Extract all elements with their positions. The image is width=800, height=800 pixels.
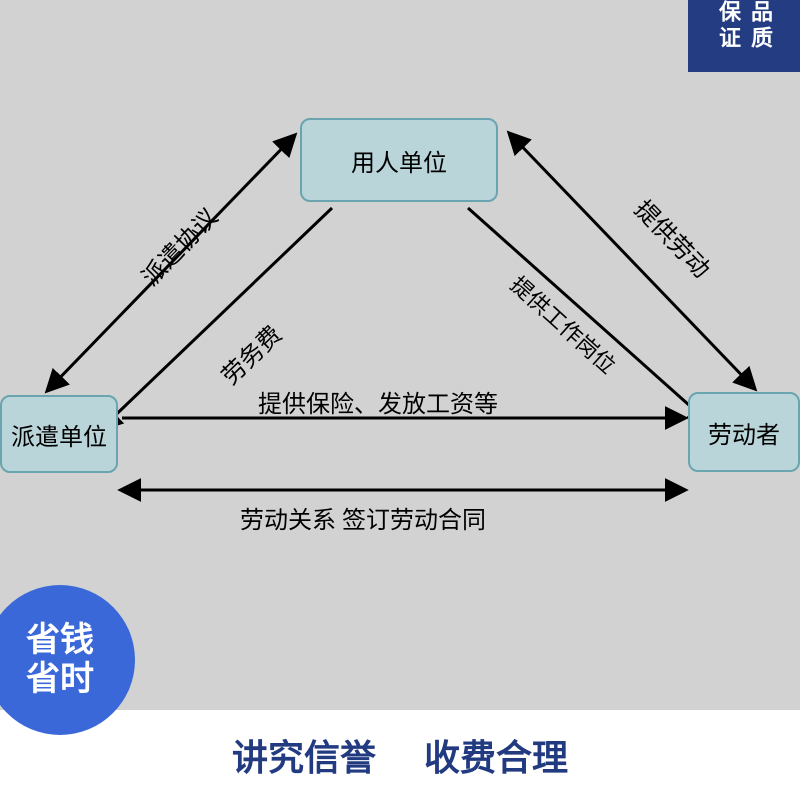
edge-label-provide-position: 提供工作岗位 [504,268,624,380]
edge-label-provide-labor: 提供劳动 [628,191,720,284]
node-label: 派遣单位 [11,417,107,452]
node-dispatch-agency: 派遣单位 [0,395,118,473]
circle-text: 省钱 省时 [26,621,94,699]
footer-right-text: 收费合理 [424,729,568,781]
edge-label-dispatch-agreement: 派遣协议 [132,199,224,292]
quality-badge: 品质保证 [688,0,800,72]
diagram-canvas: 用人单位 派遣单位 劳动者 派遣协议 劳务费 提供工作岗位 提供劳动 提供保险、… [0,0,800,800]
circle-line2: 省时 [26,660,94,699]
node-employer: 用人单位 [300,118,498,202]
circle-line1: 省钱 [26,621,94,660]
quality-badge-text: 品质保证 [712,0,776,72]
node-worker: 劳动者 [688,392,800,472]
edge-label-service-fee: 劳务费 [212,316,288,391]
node-label: 劳动者 [708,415,780,450]
footer-bar: 讲究信誉 收费合理 [0,710,800,800]
footer-left-text: 讲究信誉 [232,729,376,781]
node-label: 用人单位 [351,143,447,178]
edge-label-insurance-salary: 提供保险、发放工资等 [258,384,498,419]
edge-label-labor-contract: 劳动关系 签订劳动合同 [240,500,486,535]
